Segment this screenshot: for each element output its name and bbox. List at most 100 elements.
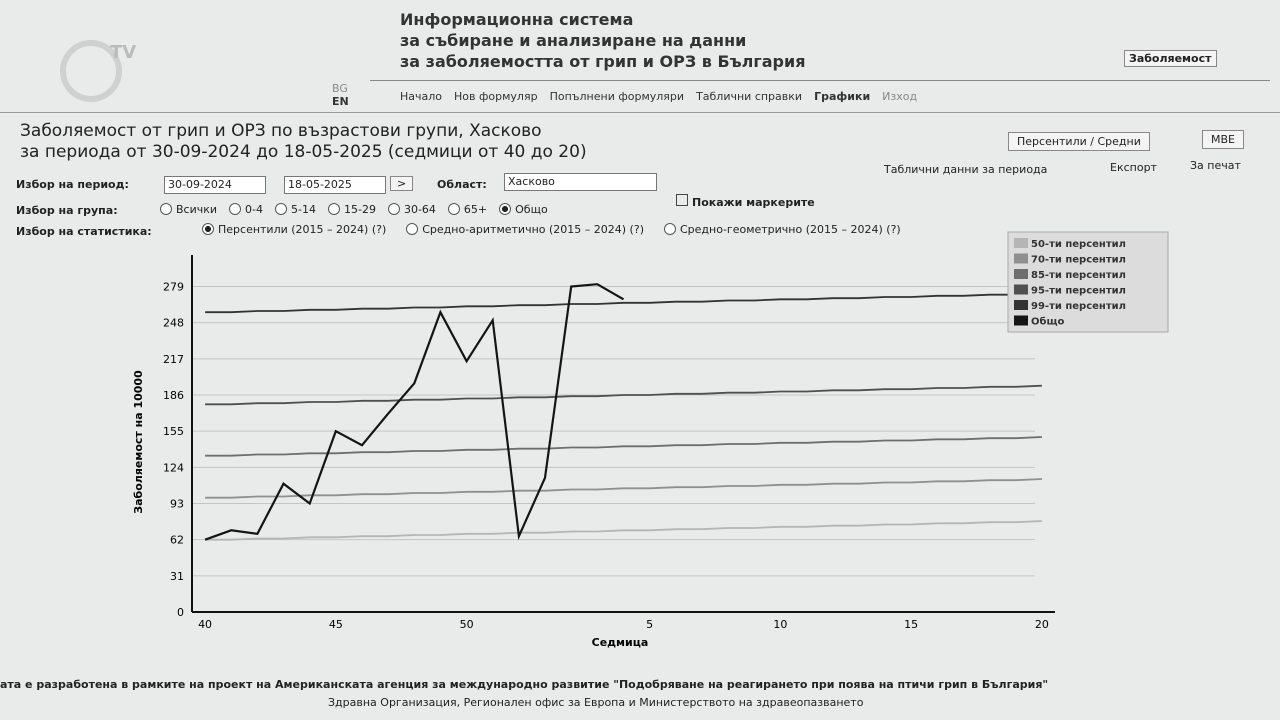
radio[interactable]: [202, 223, 214, 235]
rule: [370, 80, 1270, 81]
y-tick-label: 186: [163, 389, 184, 402]
legend-swatch: [1014, 269, 1028, 279]
button[interactable]: MBE: [1202, 130, 1244, 149]
radio-label: 15-29: [343, 203, 376, 216]
header: Информационна система за събиране и анал…: [400, 9, 806, 72]
group-options: Всички 0-4 5-14 15-29 30-64 65+ Общо: [160, 203, 560, 216]
radio-option[interactable]: 15-29: [327, 203, 376, 216]
radio-option[interactable]: Персентили (2015 – 2024) (?): [202, 223, 386, 236]
label: Избор на статистика:: [16, 225, 152, 238]
radio-label: Всички: [176, 203, 218, 216]
label: Област:: [437, 178, 487, 191]
radio-option[interactable]: Всички: [160, 203, 217, 216]
radio[interactable]: [160, 203, 172, 215]
legend-swatch: [1014, 300, 1028, 310]
legend-swatch: [1014, 284, 1028, 295]
y-tick-label: 279: [163, 281, 184, 294]
y-tick-label: 155: [163, 425, 184, 438]
x-tick-label: 15: [904, 618, 918, 631]
badge[interactable]: Заболяемост: [1124, 50, 1217, 67]
header-line: за заболяемостта от грип и ОРЗ в Българи…: [400, 52, 806, 71]
date-input[interactable]: 18-05-2025: [284, 176, 386, 194]
checkbox[interactable]: [676, 194, 688, 206]
radio-option[interactable]: Средно-геометрично (2015 – 2024) (?): [663, 223, 901, 236]
radio-label: Общо: [515, 203, 548, 216]
x-tick-label: 45: [329, 618, 343, 631]
x-tick-label: 40: [198, 618, 212, 631]
title-line: Заболяемост от грип и ОРЗ по възрастови …: [20, 121, 542, 141]
radio-option[interactable]: 30-64: [387, 203, 436, 216]
link[interactable]: Експорт: [1110, 161, 1157, 174]
radio-label: 30-64: [403, 203, 436, 216]
link[interactable]: Таблични данни за периода: [884, 163, 1048, 176]
nav-item[interactable]: Таблични справки: [696, 90, 803, 103]
radio[interactable]: [663, 223, 676, 235]
markers[interactable]: Покажи маркерите: [676, 194, 815, 209]
series-line: [205, 478, 1042, 499]
nav-item[interactable]: Начало: [400, 90, 443, 103]
radio-option[interactable]: 0-4: [229, 203, 263, 216]
lang[interactable]: BG: [332, 82, 348, 95]
legend-swatch: [1014, 315, 1028, 326]
radio-label: Персентили (2015 – 2024) (?): [218, 223, 387, 236]
radio[interactable]: [447, 203, 460, 215]
x-tick-label: 10: [773, 618, 787, 631]
nav-item[interactable]: Попълнени формуляри: [549, 90, 685, 103]
region-select[interactable]: Хасково: [504, 173, 657, 191]
radio-option[interactable]: Средно-аритметично (2015 – 2024) (?): [406, 223, 644, 236]
legend-swatch: [1014, 253, 1028, 264]
legend-label: 70-ти персентил: [1031, 255, 1126, 266]
footer-line: Здравна Организация, Регионален офис за …: [328, 696, 864, 709]
legend-box: [1007, 231, 1169, 333]
radio[interactable]: [406, 223, 419, 235]
legend-label: 85-ти персентил: [1031, 270, 1126, 281]
y-tick-label: 62: [170, 534, 184, 547]
radio[interactable]: [275, 203, 288, 215]
radio-label: 65+: [463, 203, 488, 216]
logo-mark: [60, 40, 122, 102]
y-tick-label: 248: [163, 317, 184, 330]
nav-item[interactable]: Нов формуляр: [454, 90, 538, 103]
label: Избор на група:: [16, 204, 118, 217]
y-tick-label: 93: [170, 498, 184, 511]
radio-label: Средно-геометрично (2015 – 2024) (?): [679, 223, 901, 236]
nav-item[interactable]: Изход: [882, 90, 918, 103]
radio[interactable]: [499, 203, 512, 215]
radio-label: Средно-аритметично (2015 – 2024) (?): [422, 223, 644, 236]
series-line: [205, 436, 1042, 457]
footer-line: ата е разработена в рамките на проект на…: [0, 678, 1049, 691]
languages: BG EN: [332, 82, 349, 108]
radio-option[interactable]: 65+: [447, 203, 488, 216]
stat-options: Персентили (2015 – 2024) (?) Средно-аритм…: [202, 223, 921, 236]
x-tick-label: 5: [646, 618, 653, 631]
header-line: Информационна система: [400, 10, 634, 29]
series-line: [205, 292, 1042, 314]
legend-label: 99-ти персентил: [1031, 301, 1126, 312]
lang[interactable]: EN: [332, 95, 349, 108]
go-button[interactable]: >: [390, 176, 414, 191]
radio[interactable]: [327, 203, 340, 215]
legend-label: 95-ти персентил: [1031, 286, 1126, 297]
link[interactable]: За печат: [1190, 159, 1241, 172]
series-line: [205, 520, 1042, 541]
radio-option[interactable]: 5-14: [275, 203, 316, 216]
y-tick-label: 0: [177, 606, 184, 619]
legend-label: Общо: [1031, 316, 1065, 328]
y-axis-label: Заболяемост на 10000: [132, 370, 145, 514]
x-axis-label: Седмица: [592, 636, 649, 649]
radio[interactable]: [229, 203, 242, 215]
radio[interactable]: [387, 203, 400, 215]
x-tick-label: 50: [460, 618, 474, 631]
date-input[interactable]: 30-09-2024: [164, 176, 266, 194]
nav-item[interactable]: Графики: [814, 90, 871, 103]
legend-swatch: [1014, 238, 1028, 248]
header-line: за събиране и анализиране на данни: [400, 31, 747, 50]
label: Избор на период:: [16, 178, 129, 191]
radio-option[interactable]: Общо: [499, 203, 548, 216]
title-line: за периода от 30-09-2024 до 18-05-2025 (…: [20, 142, 587, 162]
button[interactable]: Персентили / Средни: [1008, 132, 1150, 151]
checkbox-label: Покажи маркерите: [692, 196, 815, 209]
radio-label: 5-14: [291, 203, 316, 216]
